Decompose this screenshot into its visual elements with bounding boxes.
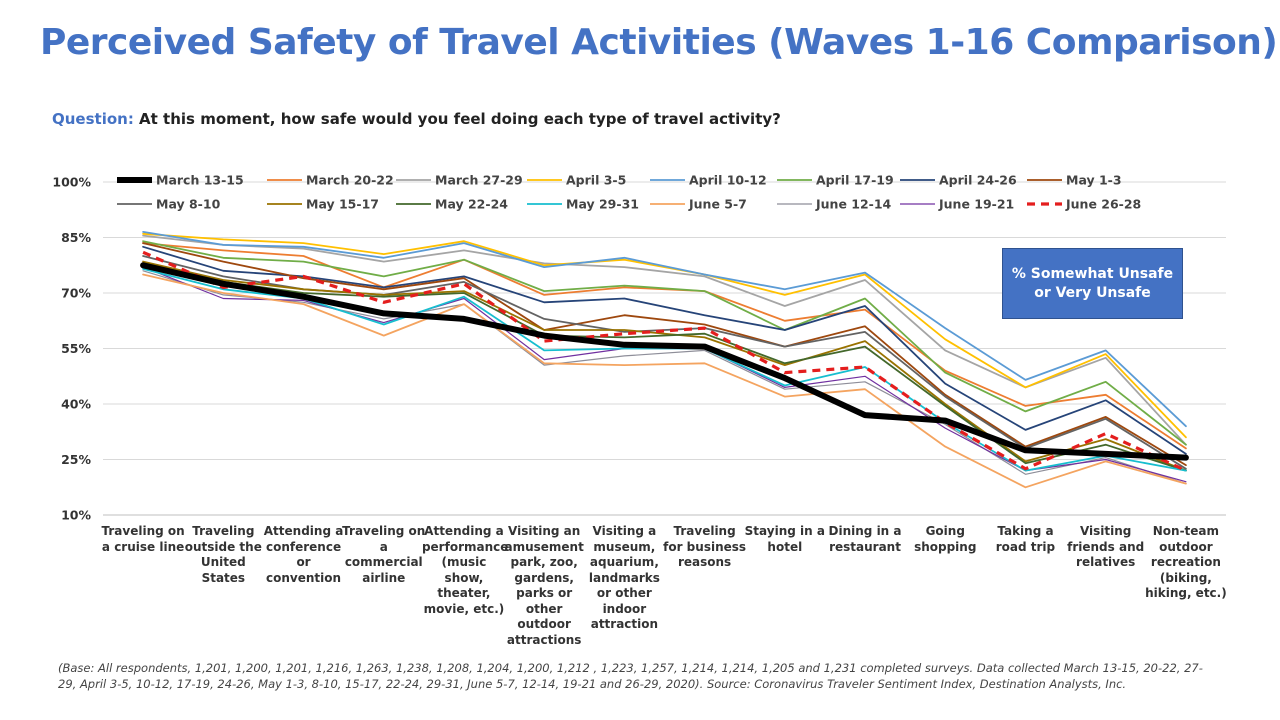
question-label: Question: [52, 110, 134, 128]
series-line [142, 240, 1187, 446]
y-tick-label: 10% [61, 508, 91, 523]
legend-label: May 8-10 [156, 197, 221, 212]
series-line [142, 270, 1187, 485]
series-line [142, 273, 1187, 489]
legend-label: June 26-28 [1065, 197, 1141, 212]
series-line [142, 260, 1187, 472]
series-line [140, 262, 1189, 461]
legend-label: June 19-21 [938, 197, 1014, 212]
series-lines [140, 230, 1189, 489]
y-tick-label: 70% [61, 286, 91, 301]
y-tick-label: 40% [61, 397, 91, 412]
x-category-label: Visiting an amusement park, zoo, gardens… [504, 524, 584, 647]
series-line [142, 245, 1187, 455]
x-category-label: Staying in a hotel [744, 524, 825, 554]
y-tick-label: 25% [61, 452, 91, 467]
x-category-label: Attending a conference or convention [263, 524, 344, 585]
question-text: At this moment, how safe would you feel … [133, 110, 781, 128]
y-tick-label: 100% [52, 175, 91, 190]
legend-label: March 13-15 [156, 173, 244, 188]
legend-label: March 27-29 [435, 173, 523, 188]
x-category-label: Non-team outdoor recreation (biking, hik… [1145, 524, 1227, 600]
legend-label: June 5-7 [688, 197, 747, 212]
legend-label: March 20-22 [306, 173, 394, 188]
legend-label: April 17-19 [816, 173, 894, 188]
unsafe-annotation-box: % Somewhat Unsafe or Very Unsafe [1002, 248, 1183, 319]
page-title: Perceived Safety of Travel Activities (W… [40, 22, 1278, 63]
legend-label: May 15-17 [306, 197, 379, 212]
x-category-label: Traveling for business reasons [663, 524, 747, 569]
series-line [142, 262, 1187, 472]
series-line [142, 232, 1187, 439]
legend: March 13-15 March 20-22 March 27-29 April 3… [117, 173, 1141, 212]
x-category-label: Taking a road trip [995, 524, 1056, 554]
x-category-label: Attending a performance (music show, the… [421, 524, 509, 616]
series-line [142, 250, 1187, 473]
source-footnote: (Base: All respondents, 1,201, 1,200, 1,… [58, 661, 1203, 691]
legend-label: May 22-24 [435, 197, 508, 212]
y-tick-label: 55% [61, 341, 91, 356]
survey-question: Question: At this moment, how safe would… [52, 110, 781, 128]
x-category-label: Dining in a restaurant [828, 524, 902, 554]
legend-label: June 12-14 [815, 197, 892, 212]
legend-label: May 29-31 [566, 197, 639, 212]
x-category-label: Traveling outside the United States [184, 524, 262, 585]
x-category-label: Traveling on a cruise line [101, 524, 185, 554]
x-category-label: Visiting friends and relatives [1067, 524, 1145, 569]
legend-label: April 10-12 [689, 173, 767, 188]
legend-label: April 3-5 [566, 173, 626, 188]
x-category-label: Traveling on a commercial airline [342, 524, 426, 585]
y-tick-label: 85% [61, 230, 91, 245]
legend-label: May 1-3 [1066, 173, 1122, 188]
series-line [142, 230, 1187, 428]
legend-label: April 24-26 [939, 173, 1017, 188]
series-line [142, 234, 1187, 446]
y-axis-ticks: 10% 25% 40% 55% 70% 85% 100% [52, 175, 91, 523]
x-category-label: Visiting a museum, aquarium, landmarks o… [588, 524, 660, 631]
x-category-label: Going shopping [914, 524, 977, 554]
